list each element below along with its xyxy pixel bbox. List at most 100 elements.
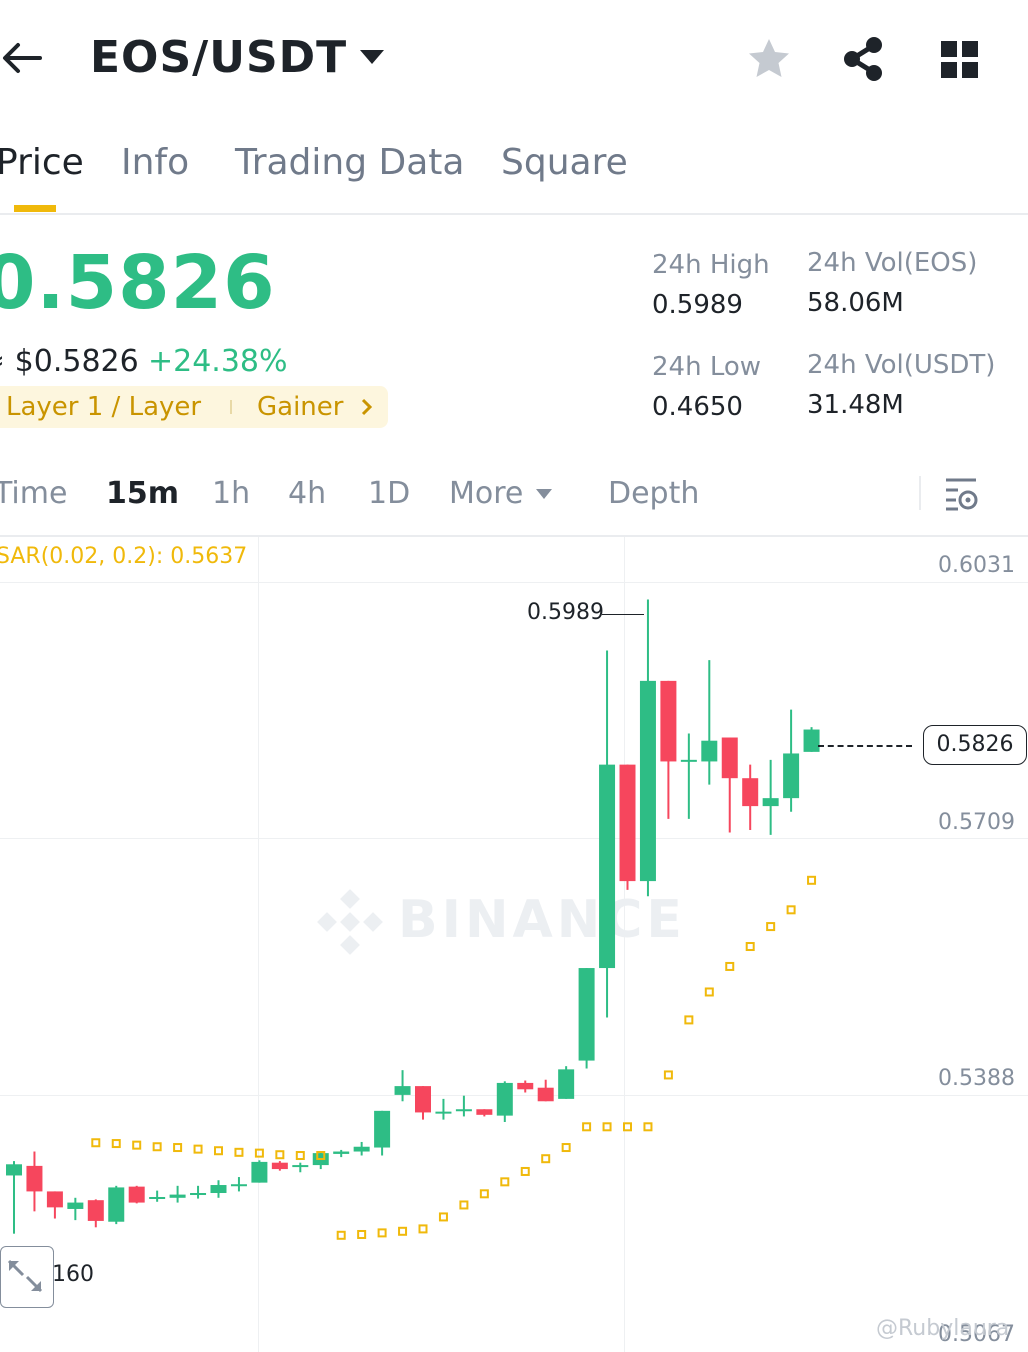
price-axis-label: 0.5388 bbox=[938, 1066, 1015, 1091]
vol-base-value: 58.06M bbox=[807, 288, 904, 318]
sar-dot bbox=[275, 1150, 285, 1160]
back-button[interactable] bbox=[0, 36, 44, 80]
sar-dot bbox=[295, 1151, 305, 1161]
back-arrow-icon bbox=[3, 43, 42, 73]
pair-dropdown-button[interactable] bbox=[358, 46, 386, 70]
sar-dot bbox=[807, 875, 817, 885]
interval-15m[interactable]: 15m bbox=[106, 476, 180, 511]
sar-dot bbox=[316, 1151, 326, 1161]
price-axis-label: 0.5067 bbox=[938, 1322, 1015, 1347]
low-label: 24h Low bbox=[652, 352, 762, 382]
candle-body bbox=[762, 798, 779, 807]
candle-body bbox=[128, 1186, 145, 1203]
candle-body bbox=[660, 680, 677, 762]
sar-dot bbox=[152, 1142, 162, 1152]
candle-body bbox=[803, 729, 820, 752]
tags-bar[interactable] bbox=[0, 386, 388, 428]
candle-body bbox=[415, 1086, 431, 1113]
price-axis-label: 0.5709 bbox=[938, 810, 1015, 835]
sar-dot bbox=[520, 1166, 530, 1176]
current-price-tag: 0.5826 bbox=[923, 725, 1027, 765]
candle-body bbox=[455, 1109, 472, 1112]
sar-dot bbox=[193, 1144, 203, 1154]
fullscreen-button[interactable] bbox=[0, 1246, 54, 1308]
sar-dot bbox=[459, 1200, 469, 1210]
candle-body bbox=[46, 1191, 63, 1208]
sar-dot bbox=[254, 1148, 264, 1158]
sar-dot bbox=[234, 1147, 244, 1157]
candle-body bbox=[721, 737, 738, 779]
vol-quote-label: 24h Vol(USDT) bbox=[807, 350, 996, 380]
candle-body bbox=[271, 1162, 288, 1170]
sar-dot bbox=[602, 1122, 612, 1132]
candle-body bbox=[783, 753, 800, 799]
sar-dot bbox=[786, 905, 796, 915]
sar-dot bbox=[214, 1146, 223, 1156]
tab-trading-data[interactable]: Trading Data bbox=[235, 142, 465, 183]
sar-dot bbox=[438, 1212, 448, 1222]
sar-dot bbox=[725, 961, 735, 971]
interval-4h[interactable]: 4h bbox=[288, 476, 327, 511]
sar-dot bbox=[684, 1015, 694, 1025]
candle-body bbox=[108, 1187, 125, 1222]
change-percent: +24.38% bbox=[148, 344, 288, 379]
tabs-divider bbox=[0, 213, 1028, 215]
candle-body bbox=[374, 1110, 391, 1148]
interval-1h[interactable]: 1h bbox=[212, 476, 251, 511]
candle-body bbox=[333, 1151, 350, 1154]
sar-dot bbox=[704, 987, 714, 997]
interval-more[interactable]: More bbox=[449, 476, 524, 511]
tab-active-indicator bbox=[14, 205, 56, 212]
tab-price[interactable]: Price bbox=[0, 142, 84, 183]
tag-layer[interactable]: Layer 1 / Layer bbox=[6, 392, 202, 422]
sar-dot bbox=[541, 1154, 551, 1164]
chart-watermark: BINANCE bbox=[398, 890, 686, 950]
sar-dot bbox=[336, 1230, 346, 1240]
interval-time[interactable]: Time bbox=[0, 476, 68, 511]
grid-line bbox=[0, 582, 1028, 583]
candle-body bbox=[476, 1109, 493, 1115]
grid-line bbox=[0, 1095, 1028, 1096]
interval-depth[interactable]: Depth bbox=[608, 476, 700, 511]
tag-gainer[interactable]: Gainer bbox=[257, 392, 344, 422]
candle-body bbox=[578, 968, 595, 1061]
sar-dot bbox=[418, 1224, 428, 1234]
interval-1d[interactable]: 1D bbox=[368, 476, 411, 511]
share-button[interactable] bbox=[840, 36, 886, 82]
high-value: 0.5989 bbox=[652, 290, 743, 320]
high-marker: 0.5989 bbox=[527, 600, 604, 625]
candle-body bbox=[292, 1165, 309, 1168]
candle-body bbox=[537, 1087, 554, 1102]
sar-dot bbox=[111, 1139, 121, 1149]
sar-dot bbox=[500, 1177, 510, 1187]
layout-button[interactable] bbox=[940, 40, 980, 80]
candle-body bbox=[210, 1185, 227, 1194]
sar-dot bbox=[561, 1143, 571, 1153]
vol-quote-value: 31.48M bbox=[807, 390, 904, 420]
sar-dot bbox=[766, 922, 776, 932]
sar-dot bbox=[377, 1228, 387, 1238]
pair-title[interactable]: EOS/USDT bbox=[90, 32, 348, 83]
sar-dot bbox=[91, 1138, 101, 1148]
candle-body bbox=[558, 1069, 575, 1099]
grid-line bbox=[0, 838, 1028, 839]
sar-dot bbox=[132, 1140, 142, 1150]
tab-info[interactable]: Info bbox=[121, 142, 190, 183]
sar-dot bbox=[398, 1226, 408, 1236]
high-label: 24h High bbox=[652, 250, 770, 280]
chart-settings-icon bbox=[946, 478, 978, 511]
last-price: 0.5826 bbox=[0, 240, 276, 326]
creator-credit: @Rubylaura bbox=[876, 1316, 1010, 1341]
candlestick-chart[interactable] bbox=[0, 537, 1028, 1352]
candle-body bbox=[517, 1082, 534, 1090]
watermark-logo bbox=[316, 888, 384, 956]
usd-price: ≈ $0.5826 bbox=[0, 344, 139, 379]
expand-icon bbox=[7, 1259, 43, 1293]
favorite-button[interactable] bbox=[746, 36, 792, 82]
sar-dot bbox=[643, 1122, 653, 1132]
grid-icon bbox=[941, 41, 978, 78]
chart-settings-button[interactable] bbox=[944, 476, 980, 512]
candle-body bbox=[251, 1161, 268, 1183]
tab-square[interactable]: Square bbox=[501, 142, 628, 183]
candle-body bbox=[680, 759, 697, 762]
